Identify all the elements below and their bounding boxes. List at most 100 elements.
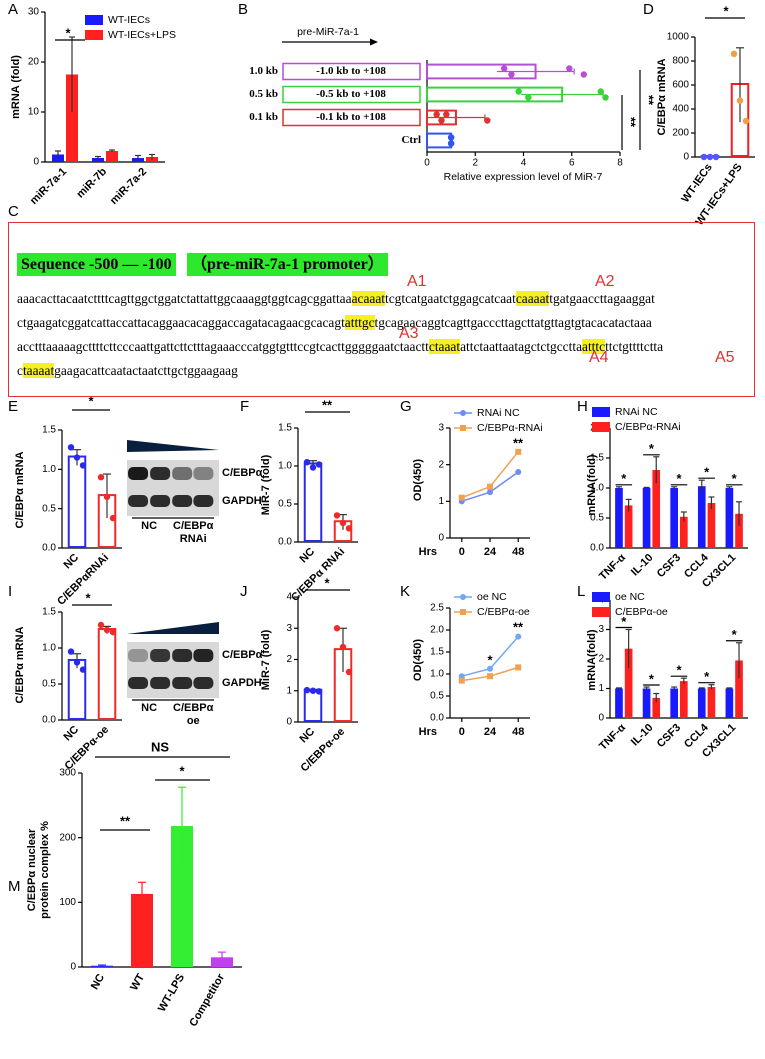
sequence-line: ctaaaatgaagacattcaatactaatcttgctggaagaag: [17, 363, 747, 379]
sequence-subheading: （pre-miR-7a-1 promoter）: [187, 253, 388, 276]
data-point: [487, 665, 493, 672]
data-point: [515, 448, 522, 455]
y-tick-label: 0.5: [42, 503, 56, 514]
y-tick-label: 0.0: [42, 543, 56, 554]
x-tick-label: miR-7b: [74, 165, 109, 200]
significance-label: *: [487, 652, 493, 667]
data-point: [443, 111, 450, 118]
construct-box: [282, 62, 421, 81]
y-tick-label: 0.0: [430, 713, 444, 724]
bar: [697, 688, 706, 718]
data-point: [730, 50, 738, 57]
legend-label: C/EBPα-oe: [615, 606, 668, 618]
blot-lane-label: RNAi: [180, 533, 207, 545]
blot-band-label: C/EBPα: [222, 649, 263, 661]
y-tick-label: 3: [598, 624, 604, 635]
y-tick-label: 0: [33, 157, 39, 168]
blot-band: [193, 467, 214, 480]
blot-band: [128, 467, 149, 480]
y-tick-label: 0.0: [42, 715, 56, 726]
y-tick-label: 2.5: [430, 603, 444, 614]
panel-letter: L: [577, 583, 585, 600]
data-point: [333, 625, 341, 632]
x-axis-label: Hrs: [419, 726, 437, 738]
legend-label: C/EBPα-RNAi: [477, 422, 543, 434]
blot-band: [150, 467, 171, 480]
y-tick-label: 800: [672, 56, 689, 67]
bar: [707, 687, 716, 718]
legend-swatch: [85, 15, 103, 25]
bar: [670, 688, 678, 718]
sequence-heading: Sequence -500 — -100: [17, 253, 176, 276]
significance-label: **: [322, 397, 333, 412]
x-tick-label: 48: [512, 546, 524, 558]
y-tick-label: 2: [286, 654, 292, 665]
y-tick-label: 200: [59, 832, 76, 843]
bar: [725, 688, 734, 718]
data-point: [309, 464, 317, 471]
legend-marker: [460, 410, 466, 416]
x-tick-label: NC: [89, 972, 107, 992]
significance-label: *: [704, 465, 710, 480]
legend-swatch: [592, 592, 610, 602]
y-tick-label: 0.5: [590, 513, 604, 524]
data-point: [447, 140, 455, 147]
data-point: [525, 94, 532, 101]
titration-wedge: [127, 440, 219, 452]
construct-label: -0.5 kb to +108: [316, 88, 386, 100]
blot-band: [193, 495, 214, 507]
data-point: [309, 687, 317, 694]
data-point: [515, 664, 522, 671]
y-tick-label: 1000: [667, 32, 690, 43]
legend-marker: [460, 609, 466, 615]
significance-label: **: [642, 95, 657, 106]
blot-band: [172, 649, 193, 662]
y-tick-label: 1: [438, 496, 444, 507]
y-tick-label: 1.0: [42, 643, 56, 654]
x-tick-label: 0: [459, 546, 465, 558]
x-tick-label: NC: [61, 724, 81, 744]
y-tick-label: 20: [28, 57, 40, 68]
legend-swatch: [592, 422, 610, 432]
data-point: [103, 493, 111, 501]
category-label: 1.0 kb: [249, 65, 278, 77]
y-tick-label: 0.5: [42, 679, 56, 690]
data-point: [67, 648, 75, 655]
significance-label: *: [179, 763, 185, 778]
construct-label: -0.1 kb to +108: [316, 111, 386, 123]
data-point: [67, 444, 75, 451]
bar: [92, 158, 104, 162]
bar: [106, 151, 118, 162]
data-point: [736, 97, 744, 104]
construct-box: [282, 108, 421, 127]
data-point: [700, 153, 708, 161]
y-axis-label: mRNA(fold): [586, 454, 598, 515]
y-axis-label: MiR-7 (fold): [260, 629, 272, 690]
bar: [52, 154, 64, 162]
sequence-line: aaacacttacaatcttttcagttggctggatctattattg…: [17, 291, 747, 307]
x-tick-label: CSF3: [655, 552, 683, 580]
panel-letter: J: [240, 583, 248, 600]
construct-label: -1.0 kb to +108: [316, 65, 386, 77]
x-tick-label: C/EBPα RNAi: [289, 546, 347, 604]
data-point: [458, 677, 465, 684]
panel-letter: D: [643, 1, 654, 18]
y-tick-label: 4: [286, 592, 292, 603]
y-axis-label: OD(450): [412, 639, 424, 682]
bar: [66, 74, 78, 162]
data-point: [458, 494, 465, 501]
significance-label: NS: [151, 739, 169, 754]
y-tick-label: 600: [672, 80, 689, 91]
significance-label: *: [88, 393, 94, 408]
data-point: [487, 483, 493, 490]
y-tick-label: 3: [438, 423, 444, 434]
blot-band: [193, 649, 214, 662]
legend-swatch: [592, 407, 610, 417]
category-label: 0.1 kb: [249, 111, 278, 123]
binding-site: taaaat: [22, 363, 55, 378]
site-label: A1: [407, 273, 427, 290]
sequence-line: ctgaagatcggatcattaccattacaggaacacaggacca…: [17, 315, 747, 331]
binding-site: atttgc: [344, 315, 375, 330]
blot-band: [128, 677, 149, 689]
